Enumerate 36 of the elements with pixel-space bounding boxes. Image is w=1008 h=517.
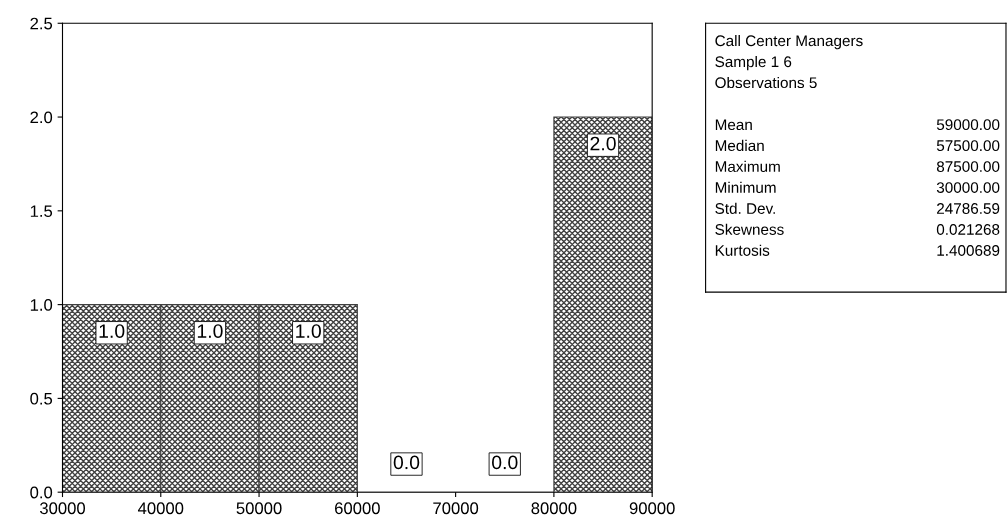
text: 87500.00 <box>936 161 1000 172</box>
y-tick-label: 0.5 <box>30 392 53 405</box>
text: 30000.00 <box>936 182 1000 193</box>
x-tick-label: 30000 <box>39 502 86 515</box>
text: 57500.00 <box>936 140 1000 152</box>
text: Sample 1 6 <box>715 55 792 71</box>
x-tick-label: 70000 <box>433 502 479 515</box>
x-tick-label: 90000 <box>629 502 675 515</box>
text: Median <box>715 139 764 152</box>
text: Kurtosis <box>715 244 770 256</box>
text: Observations 5 <box>715 76 817 89</box>
text: 0.021268 <box>936 224 1000 235</box>
text: Minimum <box>715 181 776 193</box>
text: Maximum <box>715 160 780 172</box>
y-tick-label: 2.0 <box>30 111 53 124</box>
data-label: 2.0 <box>590 136 616 151</box>
y-tick-label: 2.5 <box>30 17 53 30</box>
text: Std. Dev. <box>715 202 775 214</box>
data-label: 1.0 <box>296 324 321 338</box>
text: 59000.00 <box>936 119 1000 131</box>
x-tick-label: 60000 <box>335 502 380 515</box>
data-label: 0.0 <box>393 455 420 470</box>
y-tick-label: 1.5 <box>30 205 53 218</box>
data-label: 0.0 <box>492 455 518 470</box>
text: Mean <box>715 119 752 131</box>
text: Skewness <box>715 223 784 235</box>
x-tick-label: 50000 <box>236 502 282 515</box>
x-tick-label: 80000 <box>531 502 577 515</box>
text: Call Center Managers <box>715 34 863 50</box>
data-label: 1.0 <box>197 324 223 338</box>
y-tick-label: 1.0 <box>30 299 53 311</box>
text: 1.400689 <box>937 245 1000 256</box>
x-tick-label: 40000 <box>137 502 184 515</box>
text: 24786.59 <box>937 203 1000 214</box>
data-label: 1.0 <box>99 324 125 338</box>
y-tick-label: 0.0 <box>30 486 53 499</box>
